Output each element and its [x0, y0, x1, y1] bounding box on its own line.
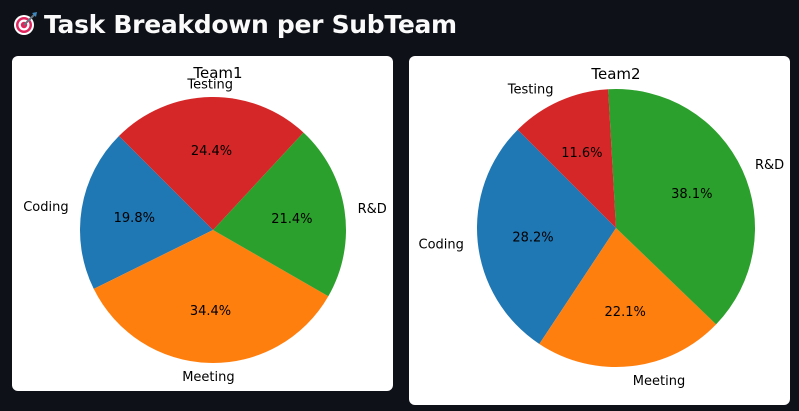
- pie-slice-r-d: [213, 132, 346, 297]
- slice-label-meeting: Meeting: [633, 374, 685, 389]
- slice-label-testing: Testing: [186, 78, 233, 93]
- slice-label-coding: Coding: [419, 237, 464, 252]
- slice-label-testing: Testing: [507, 82, 554, 97]
- pct-label-r-d: 38.1%: [671, 187, 712, 202]
- pie-slice-testing: [517, 89, 616, 228]
- pct-label-meeting: 22.1%: [605, 305, 646, 320]
- chart-title: Team2: [590, 65, 640, 83]
- team1-chart-card: Team1 Coding 19.8% Meeting 34.4% R&D 21.4% Tes…: [12, 56, 393, 391]
- pie-slice-meeting: [93, 230, 329, 363]
- target-icon: [14, 12, 37, 35]
- pct-label-r-d: 21.4%: [271, 212, 312, 227]
- pie-slice-testing: [118, 96, 304, 230]
- pct-label-testing: 24.4%: [191, 144, 232, 159]
- slice-label-r-d: R&D: [358, 202, 387, 217]
- team2-chart-card: Team2 Coding 28.2% Meeting 22.1% R&D 38.1% Tes…: [409, 56, 790, 405]
- pct-label-coding: 28.2%: [512, 230, 553, 245]
- pct-label-meeting: 34.4%: [190, 304, 231, 319]
- page-header: Task Breakdown per SubTeam: [12, 4, 457, 44]
- pct-label-coding: 19.8%: [114, 211, 155, 226]
- pie-slice-coding: [79, 135, 213, 289]
- slice-label-meeting: Meeting: [182, 370, 234, 385]
- chart-title: Team1: [192, 64, 242, 82]
- slice-label-r-d: R&D: [755, 158, 784, 173]
- pie-slice-r-d: [608, 88, 756, 325]
- page-title: Task Breakdown per SubTeam: [44, 9, 457, 39]
- pie-slice-meeting: [539, 228, 717, 368]
- team2-pie-chart: Team2 Coding 28.2% Meeting 22.1% R&D 38.1% Tes…: [419, 65, 785, 389]
- team1-pie-chart: Team1 Coding 19.8% Meeting 34.4% R&D 21.4% Tes…: [23, 64, 387, 385]
- pct-label-testing: 11.6%: [561, 146, 602, 161]
- pie-slice-coding: [476, 129, 616, 344]
- slice-label-coding: Coding: [23, 200, 68, 215]
